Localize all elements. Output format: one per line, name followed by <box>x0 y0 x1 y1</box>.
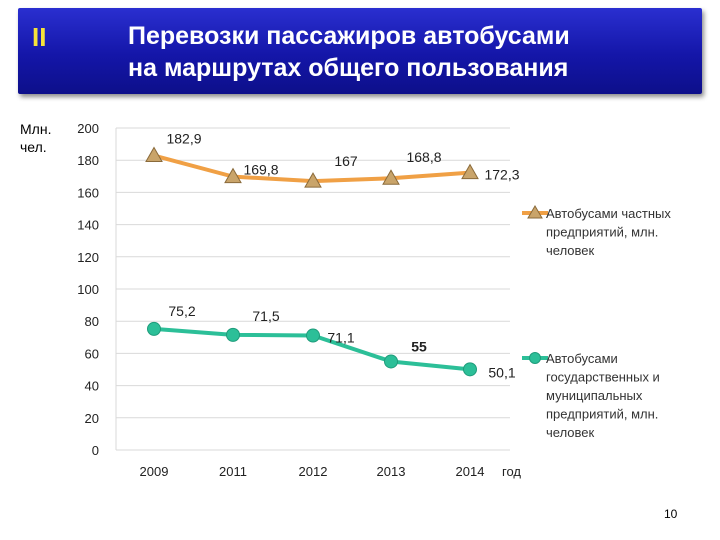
y-tick-label: 200 <box>77 121 99 136</box>
data-point-triangle <box>304 172 322 188</box>
data-point-circle <box>384 354 398 369</box>
x-tick-label: 2009 <box>140 464 169 479</box>
data-label: 50,1 <box>488 364 515 380</box>
data-label: 168,8 <box>406 149 441 165</box>
data-point-triangle <box>224 167 242 184</box>
data-label: 169,8 <box>243 162 278 178</box>
y-tick-label: 80 <box>85 314 99 329</box>
x-tick-label: 2014 <box>456 464 485 479</box>
y-tick-label: 20 <box>85 411 99 426</box>
y-tick-label: 160 <box>77 185 99 200</box>
data-point-circle <box>226 327 240 342</box>
data-label: 71,1 <box>327 330 354 346</box>
data-point-circle <box>306 328 320 343</box>
data-label: 182,9 <box>166 131 201 147</box>
y-tick-label: 0 <box>92 443 99 458</box>
data-label: 75,2 <box>168 303 195 319</box>
legend-marker-triangle <box>527 205 543 219</box>
y-tick-label: 180 <box>77 153 99 168</box>
x-tick-label: 2011 <box>219 464 247 479</box>
legend-label: Автобусами частных <box>546 206 671 221</box>
legend-label: предприятий, млн. <box>546 225 658 240</box>
page-number: 10 <box>664 507 678 521</box>
x-axis-label: год <box>502 464 521 479</box>
data-point-triangle <box>382 169 400 185</box>
data-point-circle <box>463 362 477 377</box>
legend-label: человек <box>546 243 595 258</box>
data-label: 172,3 <box>484 167 519 183</box>
data-label: 167 <box>334 153 358 169</box>
y-tick-label: 40 <box>85 379 99 394</box>
y-tick-label: 60 <box>85 346 99 361</box>
y-tick-label: 140 <box>77 218 99 233</box>
legend-label: государственных и <box>546 370 660 385</box>
data-point-circle <box>147 321 161 336</box>
legend-label: Автобусами <box>546 351 618 366</box>
slide-title-line-2: на маршрутах общего пользования <box>128 54 569 82</box>
y-tick-label: 120 <box>77 250 99 265</box>
legend-label: человек <box>546 425 595 440</box>
data-point-triangle <box>145 146 163 163</box>
legend-label: предприятий, млн. <box>546 407 658 422</box>
data-label: 55 <box>411 338 427 354</box>
legend-label: муниципальных <box>546 388 643 403</box>
data-point-triangle <box>461 163 479 180</box>
legend-marker-circle <box>529 352 541 364</box>
slide-title: Перевозки пассажиров автобусами на маршр… <box>128 20 570 84</box>
x-tick-label: 2012 <box>299 464 328 479</box>
y-axis-label: Млн. чел. <box>20 120 51 156</box>
data-label: 71,5 <box>252 308 279 324</box>
title-banner: II Перевозки пассажиров автобусами на ма… <box>18 8 702 94</box>
slide-title-line-1: Перевозки пассажиров автобусами <box>128 22 570 50</box>
y-tick-label: 100 <box>77 282 99 297</box>
x-tick-label: 2013 <box>377 464 406 479</box>
section-number: II <box>32 22 47 52</box>
y-axis-label-line-2: чел. <box>20 139 47 155</box>
y-axis-label-line-1: Млн. <box>20 121 52 137</box>
